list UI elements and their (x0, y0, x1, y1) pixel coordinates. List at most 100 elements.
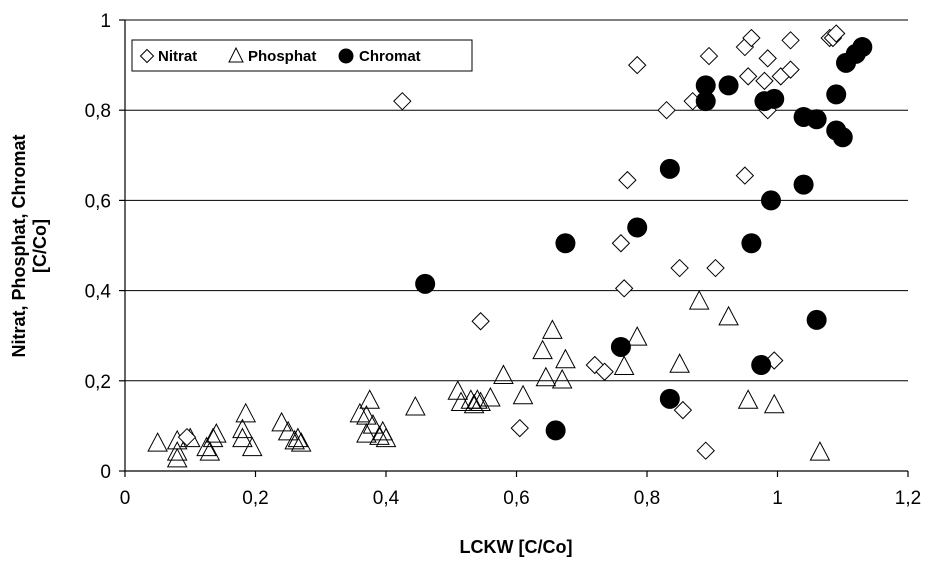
phosphat-point (613, 355, 635, 375)
phosphat-point (241, 436, 263, 457)
legend-label: Nitrat (158, 48, 197, 65)
nitrat-point (614, 279, 634, 298)
legend-label: Phosphat (248, 48, 316, 65)
phosphat-point (287, 427, 309, 448)
chromat-point (555, 233, 576, 254)
y-tick-label: 0,4 (85, 282, 112, 303)
legend-item-phosphat: Phosphat (228, 46, 316, 65)
chromat-point (760, 190, 781, 211)
nitrat-point (618, 170, 637, 190)
phosphat-point (535, 366, 557, 387)
y-axis-title-line2: [C/Co] (30, 219, 50, 273)
nitrat-point (827, 24, 846, 43)
phosphat-point (147, 432, 168, 452)
legend-label: Chromat (359, 48, 421, 65)
phosphat-point (271, 411, 292, 432)
chromat-point (545, 420, 566, 441)
x-tick-label: 0 (120, 488, 131, 509)
x-tick-label: 1,2 (895, 488, 921, 509)
phosphat-point (235, 402, 257, 423)
phosphat-point (362, 414, 384, 434)
nitrat-point (738, 67, 758, 86)
nitrat-point (657, 100, 676, 120)
legend-item-nitrat: Nitrat (139, 48, 197, 65)
nitrat-point (742, 28, 761, 48)
phosphat-point (809, 441, 831, 461)
series-phosphat (147, 290, 831, 468)
phosphat-point (349, 402, 371, 423)
legend: Nitrat Phosphat Chromat (131, 39, 473, 72)
phosphat-point (202, 427, 224, 448)
phosphat-point (493, 364, 514, 384)
phosphat-point (463, 393, 485, 414)
nitrat-point (758, 49, 777, 68)
chromat-point (627, 217, 648, 238)
nitrat-point (706, 258, 725, 278)
phosphat-point (718, 305, 739, 326)
chromat-point (659, 388, 680, 409)
phosphat-point (232, 418, 253, 439)
phosphat-point (166, 447, 188, 468)
nitrat-point (595, 362, 614, 381)
chromat-point (718, 75, 739, 96)
phosphat-point (290, 432, 312, 452)
phosphat-point (470, 391, 491, 412)
nitrat-point (393, 91, 412, 111)
nitrat-point (177, 427, 197, 447)
phosphat-point (763, 393, 785, 414)
phosphat-point (542, 319, 563, 339)
chromat-point (793, 174, 814, 195)
phosphat-point (626, 326, 648, 346)
nitrat-point (673, 400, 693, 420)
x-tick-label: 0,6 (503, 488, 529, 509)
nitrat-point (471, 312, 490, 331)
chromat-point (741, 233, 762, 254)
phosphat-point (359, 389, 381, 409)
x-tick-label: 0,2 (242, 488, 268, 509)
phosphat-point (512, 384, 534, 405)
phosphat-point (284, 429, 305, 450)
phosphat-point (277, 420, 299, 441)
nitrat-point (510, 418, 529, 438)
phosphat-point (199, 441, 221, 461)
grid-lines (125, 19, 908, 382)
phosphat-point (551, 368, 573, 389)
legend-marker-circle (338, 48, 354, 64)
x-tick-label: 1 (772, 488, 783, 509)
nitrat-point (755, 71, 774, 91)
phosphat-point (166, 441, 188, 461)
series-chromat (415, 37, 873, 441)
chromat-point (751, 355, 772, 376)
y-tick-label: 0,2 (85, 372, 111, 393)
nitrat-point (696, 441, 715, 460)
y-tick-label: 0,8 (85, 101, 111, 122)
phosphat-point (369, 425, 390, 445)
phosphat-point (669, 353, 690, 373)
nitrat-point (628, 55, 647, 75)
y-tick-label: 0 (100, 462, 111, 483)
phosphat-point (480, 386, 501, 407)
phosphat-point (206, 423, 227, 443)
nitrat-point (781, 31, 800, 50)
legend-marker-triangle (228, 46, 244, 63)
phosphat-point (555, 348, 576, 369)
y-tick-label: 1 (100, 11, 111, 32)
chromat-point (826, 84, 847, 105)
chromat-point (806, 309, 827, 330)
chromat-point (659, 158, 680, 179)
y-axis-title-line1: Nitrat, Phosphat, Chromat (9, 134, 29, 357)
chromat-point (415, 273, 436, 294)
nitrat-point (670, 258, 689, 278)
chromat-point (695, 91, 716, 112)
x-tick-label: 0,8 (634, 488, 660, 509)
x-tick-label: 0,4 (373, 488, 400, 509)
phosphat-point (532, 339, 553, 360)
x-axis-title: LCKW [C/Co] (460, 537, 573, 557)
chromat-point (806, 109, 827, 130)
chromat-point (695, 75, 716, 96)
legend-box (131, 39, 473, 72)
phosphat-point (405, 395, 426, 416)
legend-item-chromat: Chromat (338, 48, 421, 65)
phosphat-point (688, 290, 710, 310)
